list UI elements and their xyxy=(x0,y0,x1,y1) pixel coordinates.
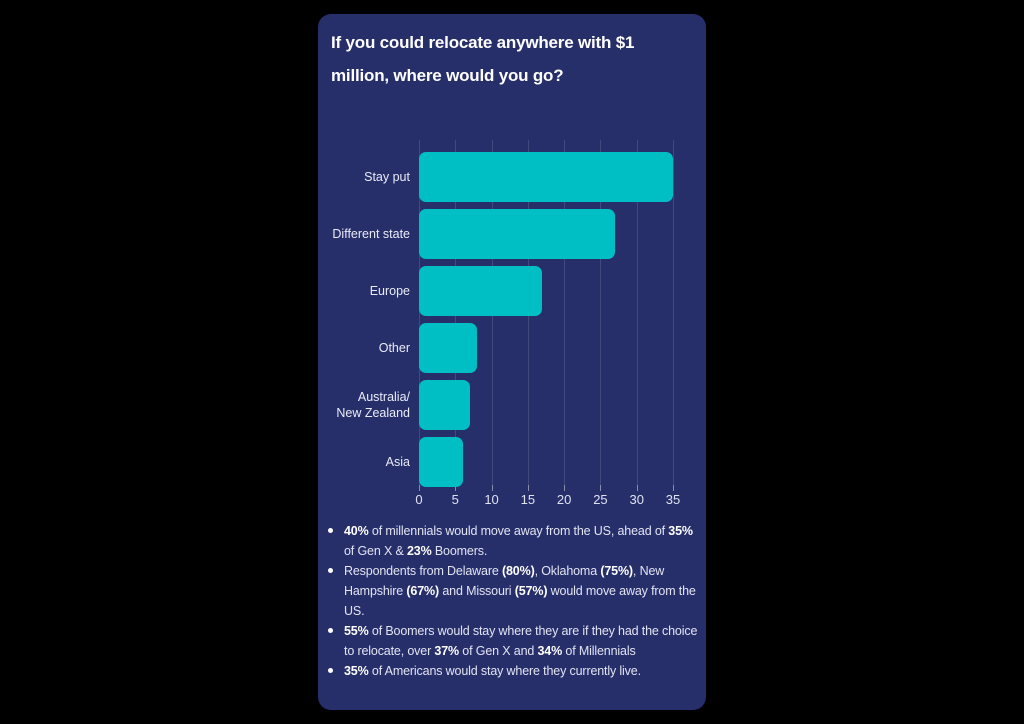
axis-tick xyxy=(600,485,602,491)
x-axis-tick-label: 20 xyxy=(556,492,572,507)
gridline xyxy=(564,140,566,485)
bar xyxy=(419,265,543,316)
bullet-icon xyxy=(328,528,333,533)
chart-row: Asia xyxy=(318,433,706,490)
bar-track xyxy=(419,151,706,202)
axis-tick xyxy=(419,485,420,491)
x-axis-tick-label: 10 xyxy=(484,492,499,507)
bar-track xyxy=(419,265,706,316)
finding-text: , Oklahoma xyxy=(534,564,601,578)
bar xyxy=(419,208,615,259)
chart-row: Different state xyxy=(318,205,706,262)
axis-tick xyxy=(673,485,674,491)
key-findings-list: 40% of millennials would move away from … xyxy=(328,521,704,681)
x-axis-tick-label: 25 xyxy=(593,492,608,507)
finding-text: of millennials would move away from the … xyxy=(368,524,669,538)
stat-highlight: 37% xyxy=(434,644,459,658)
bullet-icon xyxy=(328,628,333,633)
stat-highlight: 55% xyxy=(344,624,369,638)
bar-track xyxy=(419,379,706,430)
category-label: Stay put xyxy=(364,169,410,184)
finding-text: of Gen X & xyxy=(344,544,407,558)
bar-track xyxy=(419,208,706,259)
finding-text: , New Hampshire xyxy=(344,564,665,598)
stat-highlight: 35% xyxy=(668,524,693,538)
stat-highlight: (57%) xyxy=(514,584,548,598)
category-label: Europe xyxy=(369,283,410,298)
stat-highlight: 34% xyxy=(537,644,563,658)
bar-track xyxy=(419,436,706,487)
finding-text: would move away from the US. xyxy=(344,584,696,618)
stat-highlight: (67%) xyxy=(406,584,440,598)
finding-text: of Boomers would stay where they are if … xyxy=(344,624,698,658)
stat-highlight: 23% xyxy=(406,544,432,558)
chart-row: Europe xyxy=(318,262,706,319)
axis-tick xyxy=(455,485,457,491)
finding-text: and Missouri xyxy=(439,584,515,598)
chart-row: Other xyxy=(318,319,706,376)
axis-tick xyxy=(564,485,566,491)
category-label: Asia xyxy=(385,454,410,469)
bar-track xyxy=(419,322,706,373)
bar xyxy=(419,151,673,202)
x-axis-tick-label: 0 xyxy=(415,492,423,507)
finding-item: Respondents from Delaware (80%), Oklahom… xyxy=(328,561,704,621)
chart-title: If you could relocate anywhere with $1 m… xyxy=(331,33,635,85)
chart-row: Stay put xyxy=(318,148,706,205)
finding-text: of Americans would stay where they curre… xyxy=(368,664,641,678)
gridline xyxy=(600,140,602,485)
bar xyxy=(419,379,470,430)
stat-highlight: 35% xyxy=(344,664,369,678)
category-label: Different state xyxy=(332,226,410,241)
bullet-icon xyxy=(328,668,333,673)
finding-item: 35% of Americans would stay where they c… xyxy=(328,661,704,681)
finding-text: Respondents from Delaware xyxy=(344,564,502,578)
gridline xyxy=(673,140,674,485)
x-axis-tick-label: 15 xyxy=(520,492,536,507)
axis-tick xyxy=(527,485,529,491)
gridline xyxy=(636,140,638,485)
axis-tick xyxy=(636,485,638,491)
category-label: Other xyxy=(378,340,410,355)
finding-text: of Millennials xyxy=(562,644,636,658)
x-axis-tick-label: 35 xyxy=(665,492,681,507)
infographic-card: If you could relocate anywhere with $1 m… xyxy=(318,14,706,710)
finding-text: of Gen X and xyxy=(458,644,538,658)
bullet-icon xyxy=(328,568,333,573)
finding-item: 40% of millennials would move away from … xyxy=(328,521,704,561)
bar-chart: 0 5 10 15 20 25 30 35 Stay put Different state Eur… xyxy=(318,140,706,515)
finding-text: Boomers. xyxy=(431,544,488,558)
bar xyxy=(419,322,478,373)
stat-highlight: (80%) xyxy=(501,564,535,578)
finding-item: 55% of Boomers would stay where they are… xyxy=(328,621,704,661)
x-axis-tick-label: 5 xyxy=(451,492,459,507)
stat-highlight: (75%) xyxy=(600,564,633,578)
bar xyxy=(419,436,463,487)
x-axis-tick-label: 30 xyxy=(629,492,644,507)
category-label: Australia/ New Zealand xyxy=(336,389,410,420)
chart-rows: Stay put Different state Europe Other Austra… xyxy=(318,148,706,490)
stat-highlight: 40% xyxy=(344,524,369,538)
axis-tick xyxy=(491,485,493,491)
chart-row: Australia/ New Zealand xyxy=(318,376,706,433)
